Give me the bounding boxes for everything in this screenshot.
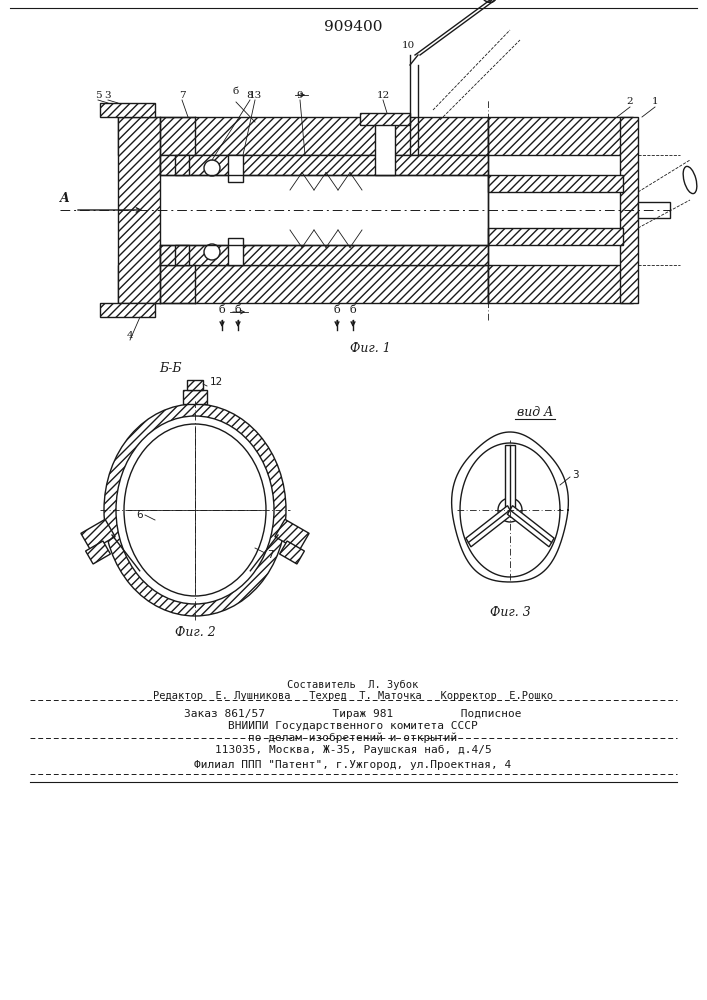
Ellipse shape	[683, 166, 697, 194]
Text: 909400: 909400	[324, 20, 382, 34]
Text: 6: 6	[136, 510, 144, 520]
Polygon shape	[508, 506, 554, 547]
Bar	[160, 245, 488, 265]
Text: 3: 3	[105, 91, 111, 100]
Bar	[360, 113, 410, 125]
Circle shape	[204, 244, 220, 260]
Bar	[488, 117, 633, 155]
Text: 113035, Москва, Ж-35, Раушская наб, д.4/5: 113035, Москва, Ж-35, Раушская наб, д.4/…	[215, 745, 491, 755]
Bar	[118, 265, 488, 303]
Ellipse shape	[479, 0, 496, 3]
Text: 8: 8	[247, 91, 253, 100]
Text: вид A: вид A	[517, 406, 553, 420]
Ellipse shape	[124, 424, 266, 596]
Text: 1: 1	[652, 98, 658, 106]
Text: б: б	[233, 88, 239, 97]
Circle shape	[498, 498, 522, 522]
Text: 9: 9	[297, 91, 303, 100]
Bar	[100, 103, 155, 117]
Text: 7: 7	[267, 550, 274, 560]
Bar	[279, 541, 305, 564]
Text: б: б	[334, 305, 340, 315]
Bar	[620, 117, 638, 303]
Bar	[275, 519, 309, 551]
Text: Фиг. 1: Фиг. 1	[350, 342, 390, 355]
Bar	[81, 519, 115, 551]
Bar	[86, 541, 110, 564]
Bar	[160, 155, 488, 175]
Bar	[187, 380, 203, 390]
Bar	[175, 155, 189, 175]
Text: 10: 10	[402, 40, 414, 49]
Text: Редактор  Е. Лушникова   Техред  Т. Маточка   Корректор  Е.Рошко: Редактор Е. Лушникова Техред Т. Маточка …	[153, 691, 553, 701]
Text: 5: 5	[95, 91, 101, 100]
Text: б: б	[350, 305, 356, 315]
Ellipse shape	[116, 416, 274, 604]
Text: Составитель  Л. Зубок: Составитель Л. Зубок	[287, 680, 419, 690]
Bar	[118, 117, 488, 155]
Text: 4: 4	[127, 330, 134, 340]
Polygon shape	[505, 445, 515, 510]
Bar	[183, 390, 207, 404]
Bar	[488, 265, 633, 303]
Text: 12: 12	[376, 91, 390, 100]
Text: ВНИИПИ Государственного комитета СССР: ВНИИПИ Государственного комитета СССР	[228, 721, 478, 731]
Text: Б-Б: Б-Б	[159, 361, 181, 374]
Text: A: A	[60, 192, 70, 205]
Circle shape	[204, 160, 220, 176]
Polygon shape	[466, 506, 513, 547]
Text: Заказ 861/57          Тираж 981          Подписное: Заказ 861/57 Тираж 981 Подписное	[185, 709, 522, 719]
Bar	[375, 120, 395, 175]
Bar	[175, 245, 189, 265]
Bar	[228, 238, 243, 265]
Text: по делам изобретений и открытий: по делам изобретений и открытий	[248, 733, 457, 743]
Text: 2: 2	[626, 98, 633, 106]
Text: Филиал ППП "Патент", г.Ужгород, ул.Проектная, 4: Филиал ППП "Патент", г.Ужгород, ул.Проек…	[194, 760, 512, 770]
Bar	[100, 303, 155, 317]
Text: 7: 7	[179, 91, 185, 100]
Bar	[118, 117, 160, 303]
Bar	[488, 228, 623, 245]
Bar	[488, 175, 623, 192]
Bar	[228, 155, 243, 182]
Text: Фиг. 3: Фиг. 3	[490, 606, 530, 619]
Bar	[638, 202, 670, 218]
Text: 12: 12	[210, 377, 223, 387]
Text: б: б	[235, 305, 241, 315]
Ellipse shape	[104, 404, 286, 616]
Text: б: б	[218, 305, 226, 315]
Text: 3: 3	[572, 470, 578, 480]
Text: 13: 13	[248, 91, 262, 100]
Text: Фиг. 2: Фиг. 2	[175, 626, 216, 639]
